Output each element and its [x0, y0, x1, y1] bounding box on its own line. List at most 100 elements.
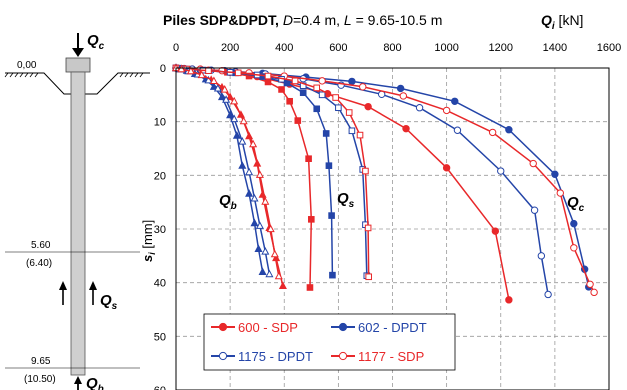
data-point: [230, 96, 239, 105]
depth-toe-label: 9.65: [31, 356, 51, 367]
y-tick-label: 30: [154, 224, 166, 236]
data-point: [332, 94, 339, 101]
pile-diagram: Qc 0,00 5.60 (6.40) Qs 9.65 (10.50) Qb: [4, 32, 150, 390]
data-point: [239, 116, 248, 125]
legend-marker: [218, 351, 228, 361]
data-point: [308, 216, 315, 223]
legend-marker: [218, 322, 228, 332]
legend-item-1177-sdp: 1177 - SDP: [331, 349, 424, 364]
data-point: [254, 244, 263, 252]
data-point: [335, 104, 342, 112]
data-point: [255, 170, 264, 178]
legend-label: 600 - SDP: [238, 320, 298, 335]
pile-cap: [65, 57, 91, 73]
data-point: [238, 137, 247, 145]
data-point: [204, 75, 213, 84]
data-point: [291, 77, 299, 85]
data-point: [299, 89, 307, 96]
data-point: [491, 227, 500, 235]
depth-mid-label: 5.60: [31, 240, 51, 251]
data-point: [266, 224, 275, 233]
data-point: [274, 271, 283, 280]
depth-toe-alt-label: (10.50): [24, 374, 56, 385]
shaft-label-qs: Qs: [100, 292, 118, 312]
depth-mid-alt-label: (6.40): [26, 258, 52, 269]
series-line-qc-1: [175, 67, 590, 288]
data-point: [530, 206, 539, 214]
data-point: [345, 109, 353, 116]
data-point: [205, 67, 212, 74]
x-tick-label: 1200: [489, 42, 513, 54]
legend-label: 1177 - SDP: [358, 349, 424, 364]
load-label-qc: Qc: [87, 32, 105, 52]
legend-label: 1175 - DPDT: [238, 349, 313, 364]
arrow-up-icon: [59, 281, 67, 290]
data-point: [222, 95, 231, 103]
data-point: [359, 83, 367, 91]
data-point: [258, 267, 267, 275]
data-point: [399, 92, 408, 100]
legend-item-602-dpdt: 602 - DPDT: [331, 320, 427, 335]
data-point: [442, 164, 451, 172]
data-point: [261, 197, 270, 205]
data-point: [270, 249, 279, 258]
data-point: [313, 105, 321, 113]
data-point: [245, 167, 254, 176]
arrow-up-icon: [89, 281, 97, 290]
data-point: [586, 280, 594, 288]
curve-label-qb: Qb: [219, 192, 237, 212]
data-point: [318, 77, 326, 85]
y-tick-label: 40: [154, 278, 166, 290]
ground-hatch: [4, 72, 144, 78]
data-point: [505, 296, 513, 304]
data-point: [442, 106, 451, 115]
data-point: [278, 86, 285, 93]
x-tick-labels: 0 200 400 600 800 1000 1200 1400 1600: [173, 42, 621, 54]
data-point: [234, 69, 242, 77]
x-axis-label: Qi [kN]: [541, 12, 583, 32]
curve-label-qc: Qc: [567, 194, 585, 214]
chart-title: Piles SDP&DPDT, D=0.4 m, L = 9.65-10.5 m: [163, 12, 442, 28]
data-point: [294, 117, 302, 124]
x-tick-label: 1400: [543, 42, 567, 54]
data-point: [230, 114, 239, 123]
data-point: [186, 66, 195, 75]
load-arrow-head-icon: [72, 48, 84, 57]
data-point: [537, 252, 546, 260]
data-point: [544, 290, 552, 299]
plot-area: [171, 63, 598, 304]
data-point: [278, 281, 287, 289]
legend-item-1175-dpdt: 1175 - DPDT: [211, 349, 313, 364]
data-point: [488, 128, 497, 137]
legend-marker: [338, 322, 348, 332]
legend-marker: [338, 351, 348, 361]
data-point: [415, 104, 424, 112]
data-point: [453, 126, 462, 134]
data-point: [213, 83, 222, 92]
ground-level-label: 0,00: [17, 60, 37, 71]
data-point: [264, 72, 272, 80]
data-point: [238, 161, 247, 169]
data-point: [529, 159, 537, 168]
curve-label-qs: Qs: [337, 190, 355, 210]
data-point: [197, 70, 206, 79]
y-tick-label: 0: [160, 63, 166, 75]
data-point: [249, 139, 258, 148]
data-point: [364, 224, 372, 232]
data-point: [265, 269, 274, 278]
y-tick-label: 50: [154, 331, 166, 343]
data-point: [250, 193, 259, 202]
data-point: [306, 284, 314, 291]
plot-frame: [175, 67, 610, 390]
data-point: [356, 131, 364, 139]
legend-item-600-sdp: 600 - SDP: [211, 320, 298, 335]
y-tick-label: 60: [154, 385, 166, 390]
data-point: [590, 288, 598, 297]
series-line-qs-7: [175, 67, 370, 277]
arrow-up-icon: [74, 376, 82, 384]
x-tick-label: 600: [329, 42, 347, 54]
y-tick-labels: 0 10 20 30 40 50 60: [154, 63, 166, 390]
y-tick-label: 20: [154, 170, 166, 182]
data-point: [402, 124, 410, 133]
